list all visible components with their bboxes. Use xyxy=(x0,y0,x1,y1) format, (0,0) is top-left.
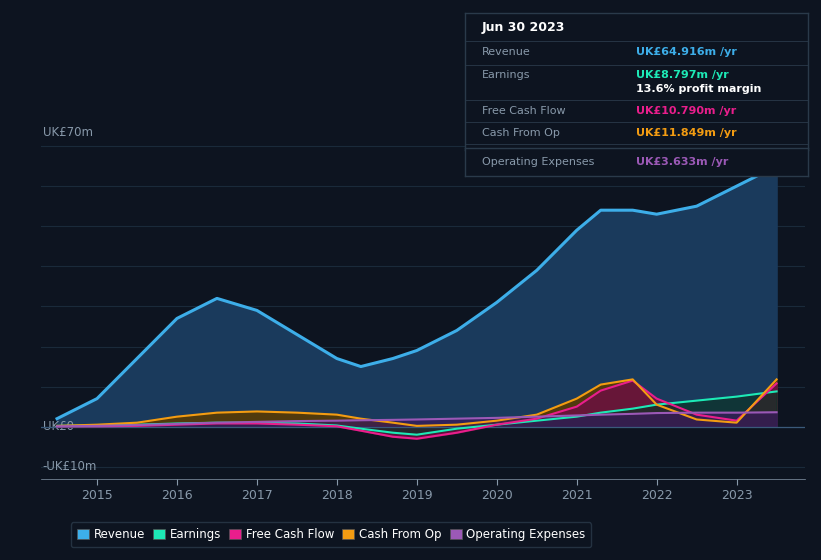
Text: UK£11.849m /yr: UK£11.849m /yr xyxy=(636,128,737,138)
Text: UK£70m: UK£70m xyxy=(43,126,93,139)
Text: Revenue: Revenue xyxy=(482,46,530,57)
Text: UK£3.633m /yr: UK£3.633m /yr xyxy=(636,157,729,167)
Text: UK£0: UK£0 xyxy=(43,420,74,433)
Text: UK£8.797m /yr: UK£8.797m /yr xyxy=(636,71,729,80)
Legend: Revenue, Earnings, Free Cash Flow, Cash From Op, Operating Expenses: Revenue, Earnings, Free Cash Flow, Cash … xyxy=(71,522,591,547)
Text: Operating Expenses: Operating Expenses xyxy=(482,157,594,167)
Text: UK£10.790m /yr: UK£10.790m /yr xyxy=(636,106,736,116)
Text: Earnings: Earnings xyxy=(482,71,530,80)
Text: Jun 30 2023: Jun 30 2023 xyxy=(482,21,565,34)
Text: Cash From Op: Cash From Op xyxy=(482,128,560,138)
Text: UK£64.916m /yr: UK£64.916m /yr xyxy=(636,46,737,57)
Text: 13.6% profit margin: 13.6% profit margin xyxy=(636,84,762,94)
Text: Free Cash Flow: Free Cash Flow xyxy=(482,106,566,116)
Text: -UK£10m: -UK£10m xyxy=(43,460,97,473)
